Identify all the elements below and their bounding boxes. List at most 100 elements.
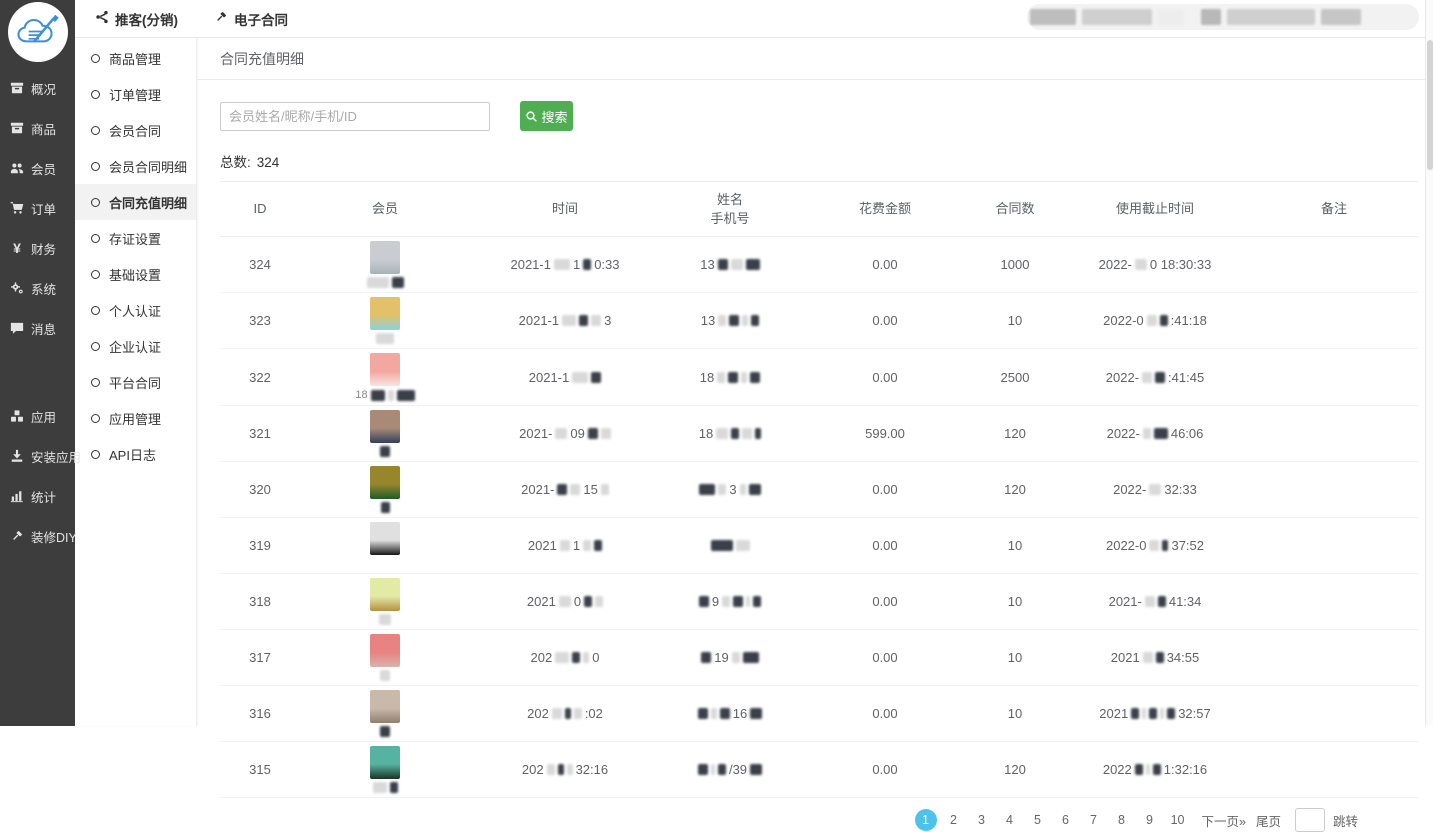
sidebar-item-会员[interactable]: 会员 xyxy=(0,148,75,188)
table-row: 319 2021 1 0.00 10 2022-0 37:52 xyxy=(220,517,1418,574)
column-header: 会员 xyxy=(300,181,470,237)
page-button-6[interactable]: 6 xyxy=(1062,813,1069,827)
cell-amount: 0.00 xyxy=(800,573,970,630)
submenu-item-label: 企业认证 xyxy=(109,339,162,355)
page-button-9[interactable]: 9 xyxy=(1146,813,1153,827)
member-avatar xyxy=(370,241,400,274)
redacted-block xyxy=(572,652,581,663)
redacted-block xyxy=(587,428,598,439)
next-page-button[interactable]: 下一页» xyxy=(1201,814,1246,829)
sidebar-item-商品[interactable]: 商品 xyxy=(0,108,75,148)
redacted-block xyxy=(570,484,581,495)
submenu-item-平台合同[interactable]: 平台合同 xyxy=(75,364,196,400)
submenu-item-基础设置[interactable]: 基础设置 xyxy=(75,256,196,292)
submenu-item-个人认证[interactable]: 个人认证 xyxy=(75,292,196,328)
cell-member xyxy=(300,629,470,686)
redacted-block xyxy=(380,502,390,513)
redacted-block xyxy=(1142,428,1151,439)
page-button-4[interactable]: 4 xyxy=(1006,813,1013,827)
cell-remark xyxy=(1250,685,1418,742)
redacted-block xyxy=(729,315,740,326)
jump-page-input[interactable] xyxy=(1294,808,1325,832)
last-page-button[interactable]: 尾页 xyxy=(1255,814,1281,829)
table-row: 324 2021-1 1 0:33 13 0.00 1000 2022- 0 18:30:33 xyxy=(220,236,1418,293)
submenu-item-label: API日志 xyxy=(109,447,156,463)
cell-name-phone: 18 xyxy=(660,405,800,462)
submenu-item-label: 平台合同 xyxy=(109,375,162,391)
cell-time: 2021-1 xyxy=(470,348,660,406)
sidebar-item-label: 统计 xyxy=(31,490,57,505)
page-button-1[interactable]: 1 xyxy=(914,809,937,831)
sidebar-item-装修DIY[interactable]: 装修DIY xyxy=(0,516,77,556)
redacted-block xyxy=(391,277,404,288)
page-button-3[interactable]: 3 xyxy=(978,813,985,827)
tab-econtract[interactable]: 电子合同 xyxy=(214,9,288,29)
redacted-block xyxy=(557,764,564,775)
submenu-item-商品管理[interactable]: 商品管理 xyxy=(75,40,196,76)
redacted-block xyxy=(1159,315,1168,326)
page-button-10[interactable]: 10 xyxy=(1170,813,1185,827)
redacted-block xyxy=(1144,596,1155,607)
sidebar-item-安装应用[interactable]: 安装应用 xyxy=(0,436,81,476)
sidebar-item-统计[interactable]: 统计 xyxy=(0,476,75,516)
cell-name-phone: 18 xyxy=(660,348,800,406)
submenu-item-API日志[interactable]: API日志 xyxy=(75,436,196,472)
page-button-8[interactable]: 8 xyxy=(1118,813,1125,827)
share-icon xyxy=(95,10,109,27)
cell-member xyxy=(300,405,470,462)
tab-tuike[interactable]: 推客(分销) xyxy=(95,9,178,29)
redacted-block xyxy=(1145,764,1150,775)
sidebar-item-label: 应用 xyxy=(31,410,57,425)
submenu-item-企业认证[interactable]: 企业认证 xyxy=(75,328,196,364)
records-table-wrap: ID 会员 时间 姓名 手机号 花费金额 合同数 使用截止时间 备注 324 2021-1 1 0:… xyxy=(220,181,1418,798)
redacted-block xyxy=(380,726,390,737)
submenu-item-订单管理[interactable]: 订单管理 xyxy=(75,76,196,112)
redacted-block xyxy=(716,428,729,439)
cell-remark xyxy=(1250,629,1418,686)
redacted-block xyxy=(591,371,602,383)
search-button[interactable]: 搜索 xyxy=(520,101,573,131)
cell-id: 318 xyxy=(220,573,300,630)
cell-time: 202 32:16 xyxy=(470,741,660,798)
circle-bullet-icon xyxy=(91,269,100,279)
redacted-block xyxy=(750,371,761,383)
submenu-item-存证设置[interactable]: 存证设置 xyxy=(75,220,196,256)
cell-amount: 0.00 xyxy=(800,236,970,293)
redacted-block xyxy=(710,540,733,551)
page-button-2[interactable]: 2 xyxy=(950,813,957,827)
sidebar-item-系统[interactable]: 系统 xyxy=(0,268,75,308)
yen-icon: ¥ xyxy=(13,240,21,256)
sidebar-item-消息[interactable]: 消息 xyxy=(0,308,75,348)
submenu-item-label: 基础设置 xyxy=(109,267,162,283)
page-button-7[interactable]: 7 xyxy=(1090,813,1097,827)
app-logo[interactable] xyxy=(7,2,68,62)
cell-member xyxy=(300,292,470,349)
column-header: ID xyxy=(220,181,300,237)
redacted-block xyxy=(1153,428,1168,439)
sidebar-item-概况[interactable]: 概况 xyxy=(0,68,75,108)
scrollbar-thumb[interactable] xyxy=(1427,40,1433,170)
table-row: 316 202:02 16 0.00 10 2021 32:57 xyxy=(220,685,1418,742)
sidebar-item-订单[interactable]: 订单 xyxy=(0,188,75,228)
total-label: 总数: xyxy=(220,155,251,170)
cloud-pen-logo-icon xyxy=(16,14,59,43)
cell-amount: 599.00 xyxy=(800,405,970,462)
vertical-scrollbar[interactable] xyxy=(1425,0,1433,726)
cell-deadline: 2021 34:55 xyxy=(1060,629,1250,686)
cell-id: 322 xyxy=(220,348,300,406)
submenu-item-合同充值明细[interactable]: 合同充值明细 xyxy=(75,184,196,220)
redacted-block xyxy=(1142,652,1153,663)
search-input[interactable] xyxy=(220,101,490,131)
redacted-block xyxy=(1155,371,1166,383)
sidebar-item-应用[interactable]: 应用 xyxy=(0,396,75,436)
sidebar-item-财务[interactable]: ¥ 财务 xyxy=(0,228,75,268)
submenu-item-应用管理[interactable]: 应用管理 xyxy=(75,400,196,436)
jump-button[interactable]: 跳转 xyxy=(1332,814,1358,829)
page-button-5[interactable]: 5 xyxy=(1034,813,1041,827)
submenu-item-label: 个人认证 xyxy=(109,303,162,319)
submenu-item-会员合同明细[interactable]: 会员合同明细 xyxy=(75,148,196,184)
submenu-item-会员合同[interactable]: 会员合同 xyxy=(75,112,196,148)
cell-time: 2021-1 3 xyxy=(470,292,660,349)
user-info-redacted[interactable] xyxy=(1027,4,1419,30)
cell-remark xyxy=(1250,573,1418,630)
